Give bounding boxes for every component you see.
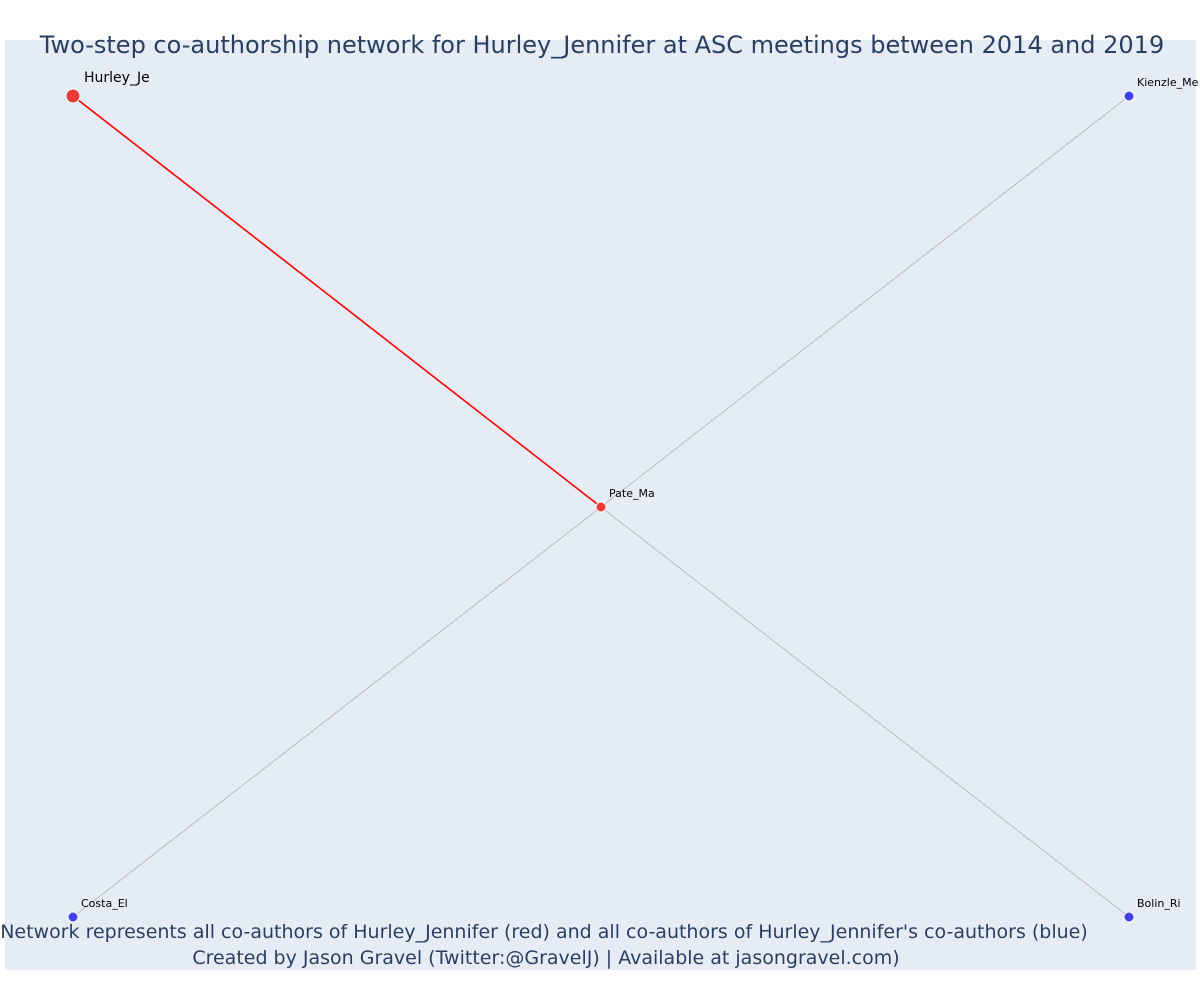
node-label-kienzle-me: Kienzle_Me — [1137, 76, 1199, 89]
chart-title: Two-step co-authorship network for Hurle… — [39, 31, 1164, 59]
caption-line-2: Created by Jason Gravel (Twitter:@Gravel… — [192, 947, 899, 969]
node-bolin-ri[interactable] — [1123, 911, 1135, 923]
caption-line-1: Network represents all co-authors of Hur… — [0, 921, 1088, 943]
node-hurley-je[interactable] — [65, 88, 81, 104]
edge-pate-ma-kienzle-me — [600, 95, 1130, 508]
node-costa-el[interactable] — [67, 911, 79, 923]
node-label-hurley-je: Hurley_Je — [84, 70, 150, 86]
node-pate-ma[interactable] — [595, 501, 607, 513]
node-label-bolin-ri: Bolin_Ri — [1137, 897, 1181, 910]
edge-pate-ma-bolin-ri — [600, 506, 1130, 918]
node-label-costa-el: Costa_El — [81, 897, 128, 910]
edge-hurley-je-pate-ma — [72, 95, 602, 508]
node-kienzle-me[interactable] — [1123, 90, 1135, 102]
nodes-layer — [65, 88, 1135, 923]
labels-layer: Hurley_Je Pate_Ma Kienzle_Me Costa_El Bolin_… — [81, 70, 1199, 910]
edges-layer — [72, 95, 1130, 918]
node-label-pate-ma: Pate_Ma — [609, 487, 655, 500]
edge-pate-ma-costa-el — [72, 506, 602, 918]
